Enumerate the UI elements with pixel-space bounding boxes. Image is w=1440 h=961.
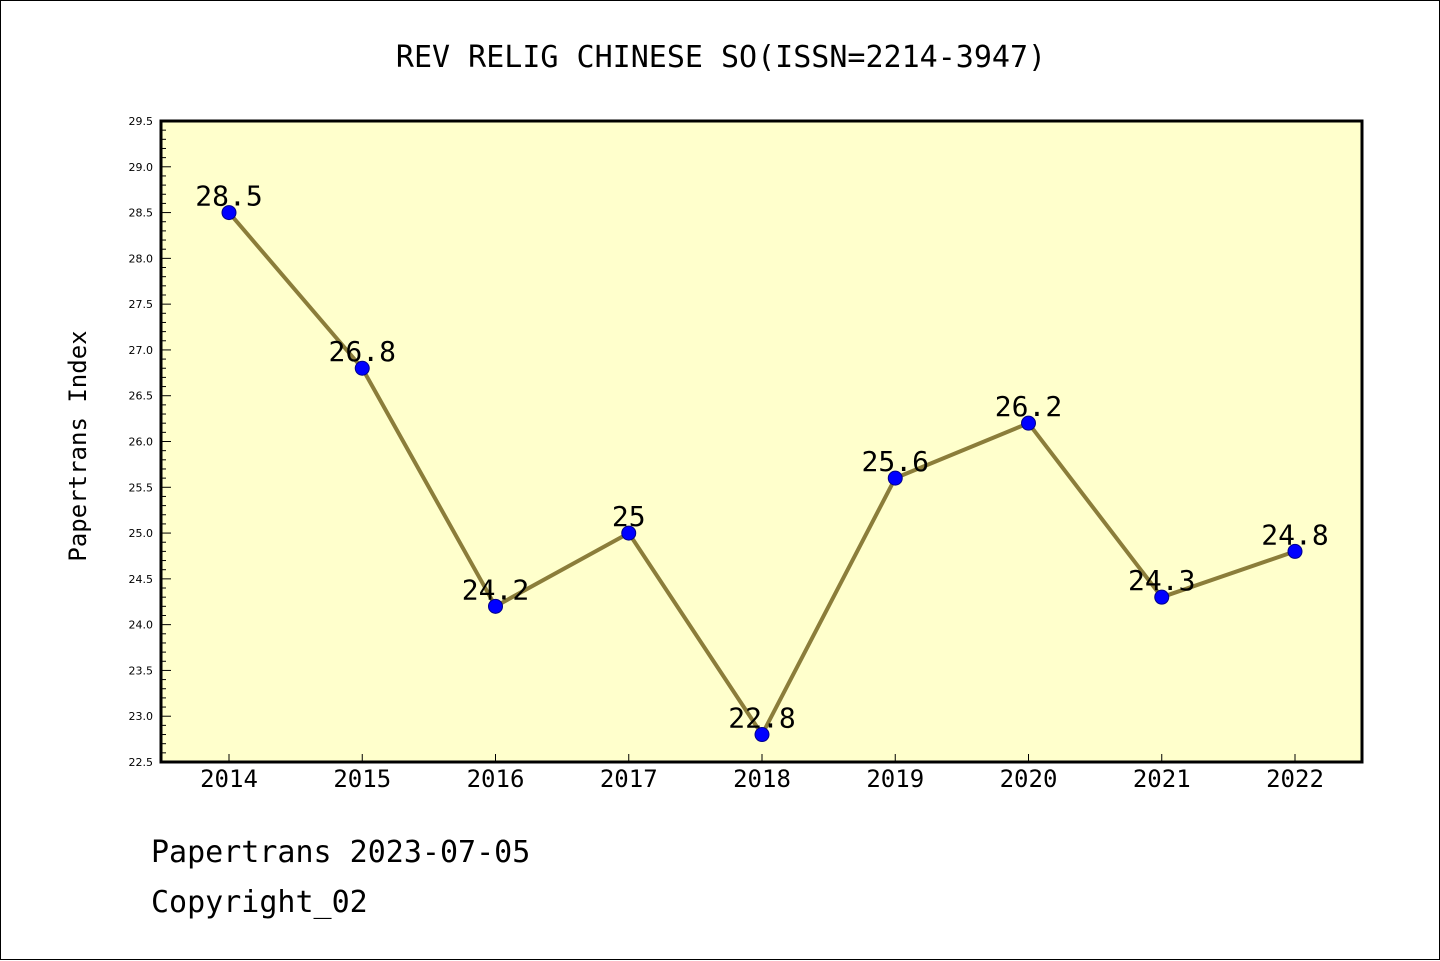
footer-date-text: Papertrans 2023-07-05 — [151, 835, 531, 870]
y-axis: 22.5 23.0 23.5 24.0 24.5 25.0 25.5 26.0 26.5 27.0… — [129, 115, 171, 769]
x-tick-label: 2016 — [467, 765, 525, 793]
x-tick-label: 2017 — [600, 765, 658, 793]
x-tick-label: 2022 — [1266, 765, 1324, 793]
data-point — [754, 727, 770, 743]
x-tick-label: 2020 — [1000, 765, 1058, 793]
series — [221, 205, 1303, 743]
y-tick-label: 23.5 — [129, 664, 154, 677]
data-point — [621, 525, 637, 541]
y-tick-label: 24.5 — [129, 573, 154, 586]
y-tick-label: 25.5 — [129, 481, 154, 494]
data-point — [887, 470, 903, 486]
y-tick-label: 28.0 — [129, 252, 154, 265]
data-point — [354, 360, 370, 376]
y-tick-label: 25.0 — [129, 527, 154, 540]
y-tick-label: 27.0 — [129, 344, 154, 357]
y-tick-label: 23.0 — [129, 710, 154, 723]
data-label: 26.2 — [995, 390, 1062, 423]
footer-copyright-text: Copyright_02 — [151, 885, 368, 920]
y-tick-label: 29.5 — [129, 115, 154, 128]
data-label: 22.8 — [728, 702, 795, 735]
y-tick-label: 26.0 — [129, 436, 154, 449]
y-axis-label: Papertrans Index — [64, 330, 92, 561]
data-label: 24.2 — [462, 573, 529, 606]
x-tick-label: 2019 — [866, 765, 924, 793]
y-tick-label: 29.0 — [129, 161, 154, 174]
data-label: 26.8 — [329, 335, 396, 368]
x-tick-label: 2021 — [1133, 765, 1191, 793]
y-tick-label: 26.5 — [129, 390, 154, 403]
data-label: 24.3 — [1128, 564, 1195, 597]
data-point — [488, 598, 503, 614]
data-label: 28.5 — [195, 180, 262, 213]
data-label: 24.8 — [1261, 518, 1328, 551]
data-point — [221, 205, 237, 221]
y-tick-label: 22.5 — [129, 756, 154, 769]
x-axis: 2014 2015 2016 2017 2018 2019 2020 2021 2022 — [200, 754, 1324, 793]
chart-title: REV RELIG CHINESE SO(ISSN=2214-3947) — [396, 40, 1046, 75]
x-tick-label: 2015 — [333, 765, 391, 793]
data-label: 25 — [612, 500, 646, 533]
y-tick-label: 28.5 — [129, 207, 154, 220]
data-labels: 28.5 26.8 24.2 25 22.8 25.6 26.2 24.3 24.8 — [195, 180, 1328, 735]
plot-area — [159, 119, 1364, 764]
data-point — [1287, 543, 1303, 559]
y-tick-label: 27.5 — [129, 298, 154, 311]
x-tick-label: 2014 — [200, 765, 258, 793]
y-tick-label: 24.0 — [129, 619, 154, 632]
data-point — [1154, 589, 1170, 605]
x-tick-label: 2018 — [733, 765, 791, 793]
data-label: 25.6 — [862, 445, 929, 478]
data-point — [1021, 415, 1036, 431]
